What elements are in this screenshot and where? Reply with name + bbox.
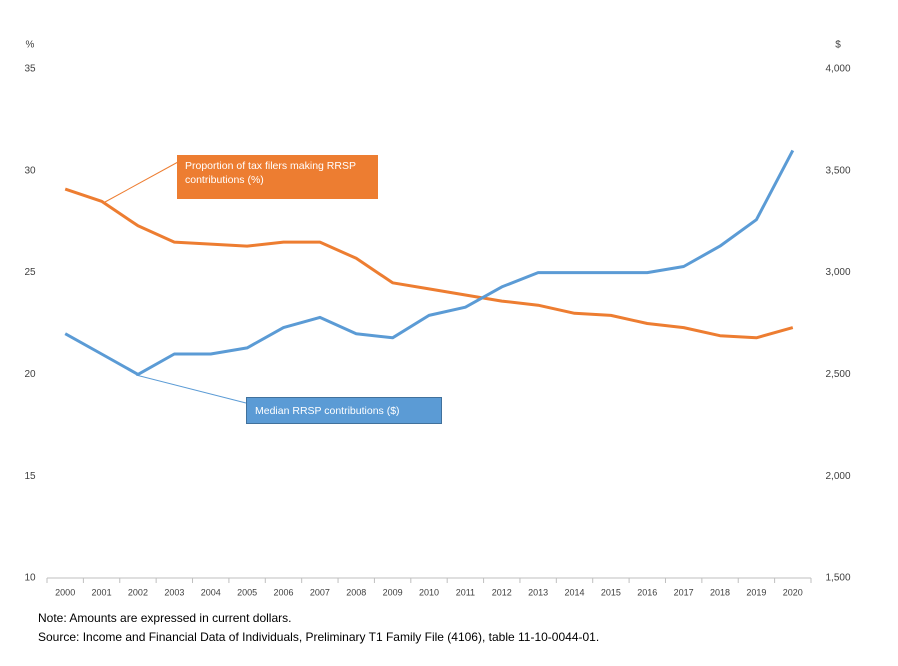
x-tick-label: 2008 <box>346 587 366 597</box>
x-tick-label: 2003 <box>164 587 184 597</box>
annotation: Median RRSP contributions ($) <box>246 397 442 424</box>
y2-tick-label: 3,000 <box>825 267 850 278</box>
y2-tick-label: 2,500 <box>825 369 850 380</box>
y2-tick-label: 3,500 <box>825 165 850 176</box>
y2-tick-label: 2,000 <box>825 471 850 482</box>
x-tick-label: 2009 <box>383 587 403 597</box>
x-tick-label: 2000 <box>55 587 75 597</box>
x-tick-label: 2016 <box>637 587 657 597</box>
x-tick-label: 2014 <box>565 587 585 597</box>
note: Note: Amounts are expressed in current d… <box>38 611 292 625</box>
series-line <box>64 149 795 376</box>
y-unit: % <box>26 40 35 51</box>
annotation: Proportion of tax filers making RRSP con… <box>177 155 378 199</box>
source: Source: Income and Financial Data of Ind… <box>38 630 600 644</box>
x-tick-label: 2011 <box>456 587 475 597</box>
y2-tick-label: 1,500 <box>825 573 850 584</box>
x-tick-label: 2012 <box>492 587 512 597</box>
x-tick-label: 2020 <box>783 587 803 597</box>
y-tick-label: 20 <box>24 369 36 380</box>
series-line <box>64 187 794 340</box>
y-tick-label: 25 <box>24 267 36 278</box>
x-tick-label: 2017 <box>674 587 694 597</box>
y-tick-label: 35 <box>24 64 36 75</box>
y2-unit: $ <box>835 40 841 51</box>
y-tick-label: 30 <box>24 165 36 176</box>
x-tick-label: 2007 <box>310 587 330 597</box>
x-tick-label: 2019 <box>746 587 766 597</box>
y-tick-label: 10 <box>24 573 36 584</box>
y2-tick-label: 4,000 <box>825 64 850 75</box>
x-tick-label: 2013 <box>528 587 548 597</box>
x-tick-label: 2005 <box>237 587 257 597</box>
leader-line <box>135 374 247 404</box>
x-tick-label: 2010 <box>419 587 439 597</box>
y-tick-label: 15 <box>24 471 36 482</box>
leader-line <box>104 161 179 203</box>
x-tick-label: 2004 <box>201 587 221 597</box>
x-tick-label: 2015 <box>601 587 621 597</box>
x-tick-label: 2018 <box>710 587 730 597</box>
x-tick-label: 2002 <box>128 587 148 597</box>
x-tick-label: 2001 <box>92 587 112 597</box>
x-tick-label: 2006 <box>273 587 293 597</box>
